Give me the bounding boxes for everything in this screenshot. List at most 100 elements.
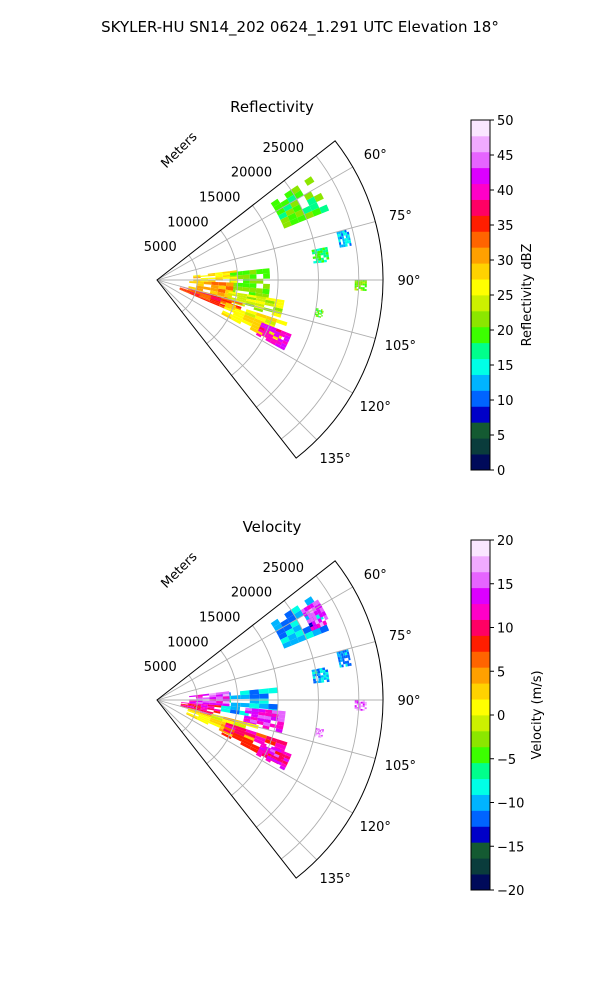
colorbar-tick-label: 50 [497, 114, 514, 129]
echo-cell [277, 757, 284, 763]
sector-frame [156, 560, 384, 879]
echo-cell [228, 293, 238, 297]
echo-cell [215, 703, 223, 706]
echo-cell [271, 312, 282, 318]
echo-cell [360, 708, 363, 711]
echo-cell [226, 282, 234, 287]
echo-cell [364, 289, 367, 291]
echo-cell [209, 298, 221, 304]
echo-cell [354, 706, 357, 709]
echo-cell [242, 274, 250, 279]
echo-cell [208, 721, 221, 728]
sector-frame [156, 140, 384, 459]
echo-cell [304, 176, 315, 186]
echo-cell [280, 198, 290, 208]
echo-cell [316, 729, 319, 732]
echo-cell [275, 760, 283, 766]
echo-cell [179, 288, 190, 294]
echo-cell [230, 280, 238, 283]
echo-cell [321, 610, 327, 617]
colorbar-segment [471, 667, 490, 684]
echo-cell [235, 725, 247, 732]
echo-cell [354, 705, 357, 707]
echo-cell [318, 315, 320, 318]
colorbar-tick-label: 0 [497, 709, 505, 724]
echo-cell [284, 609, 294, 619]
colorbar-tick-label: 5 [497, 665, 505, 680]
echo-cell [345, 234, 349, 239]
echo-cell [304, 631, 315, 640]
colorbar-tick-label: 10 [497, 394, 514, 409]
echo-cell [336, 234, 340, 238]
echo-cell [282, 340, 289, 346]
colorbar-segment [471, 454, 490, 471]
colorbar-segment [471, 778, 490, 795]
echo-cell [362, 700, 365, 702]
echo-cell [317, 673, 321, 676]
echo-cell [340, 653, 344, 657]
echo-cell [186, 712, 199, 719]
echo-cell [232, 312, 244, 320]
echo-cell [208, 277, 216, 280]
echo-cell [317, 311, 320, 313]
azimuth-tick-label: 105° [385, 759, 416, 774]
colorbar-segment [471, 810, 490, 827]
echo-cell [339, 656, 343, 660]
echo-cell [275, 340, 283, 346]
echo-cell [181, 702, 188, 704]
echo-cell [316, 623, 322, 629]
echo-cell [319, 728, 322, 731]
echo-cell [326, 679, 330, 683]
echo-cell [360, 701, 363, 704]
echo-cell [319, 250, 323, 254]
echo-cell [345, 243, 348, 247]
echo-cell [356, 708, 359, 711]
echo-cell [223, 728, 234, 735]
echo-cell [364, 280, 367, 282]
colorbar-segment [471, 120, 490, 137]
echo-cell [325, 249, 329, 253]
echo-cell [317, 312, 320, 315]
echo-cell [344, 232, 348, 236]
echo-cell [245, 707, 253, 712]
echo-cell [339, 236, 343, 240]
echo-cell [314, 619, 320, 625]
echo-cell [222, 691, 230, 695]
echo-cell [259, 744, 266, 749]
echo-cell [269, 340, 276, 346]
echo-cell [236, 298, 247, 303]
echo-cell [242, 270, 250, 275]
colorbar-segment [471, 135, 490, 153]
echo-cell [257, 717, 265, 723]
echo-cell [258, 746, 265, 751]
echo-cell [313, 260, 317, 264]
echo-cell [257, 748, 264, 754]
echo-cell [285, 208, 295, 217]
echo-cell [354, 701, 357, 704]
echo-cell [342, 661, 346, 665]
echo-cell [348, 240, 352, 244]
azimuth-tick-label: 120° [360, 820, 391, 835]
echo-cell [287, 632, 298, 641]
echo-cell [322, 620, 328, 626]
range-ring [256, 180, 319, 408]
colorbar-tick-label: 5 [497, 429, 505, 444]
echo-cell [196, 718, 209, 725]
echo-cell [209, 300, 220, 307]
echo-cell [189, 695, 196, 698]
echo-cell [360, 288, 363, 291]
colorbar-segment [471, 619, 490, 636]
echo-cell [322, 252, 326, 256]
colorbar-segment [471, 438, 490, 455]
echo-cell [325, 254, 329, 258]
echo-cell [254, 302, 265, 308]
echo-cell [198, 713, 211, 720]
echo-cell [323, 254, 327, 258]
echo-cell [203, 281, 212, 285]
echo-cell [195, 287, 204, 292]
echo-cell [364, 703, 367, 706]
echo-cell [341, 235, 345, 239]
echo-cell [255, 752, 262, 758]
echo-cell [297, 214, 307, 223]
echo-cell [323, 677, 327, 680]
